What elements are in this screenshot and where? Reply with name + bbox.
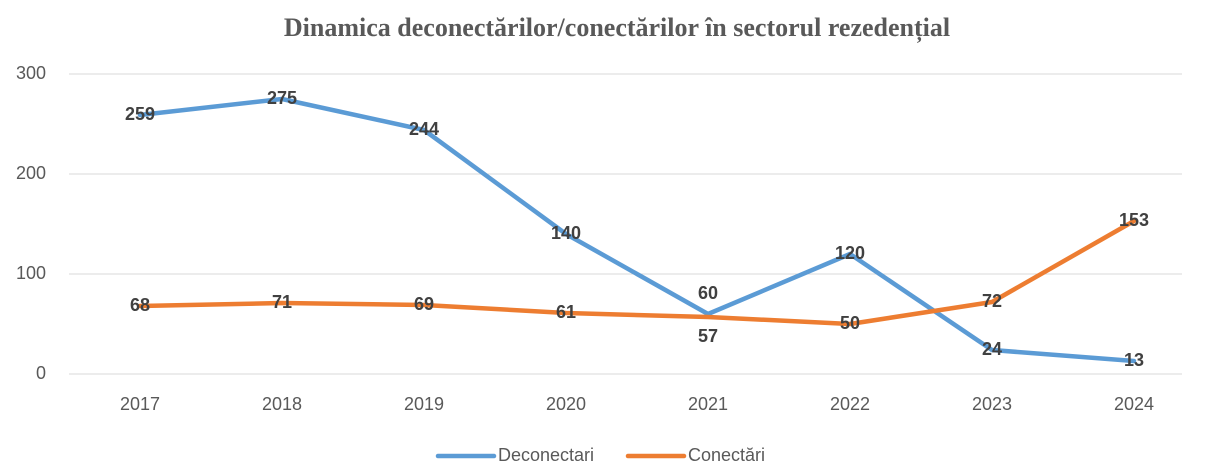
data-label: 69 (414, 294, 434, 314)
data-label: 71 (272, 292, 292, 312)
series-line (137, 218, 1137, 327)
x-tick-label: 2020 (546, 394, 586, 414)
data-label: 61 (556, 302, 576, 322)
data-label: 57 (698, 326, 718, 346)
legend-label: Conectări (688, 445, 765, 465)
data-label: 120 (835, 243, 865, 263)
data-label: 153 (1119, 210, 1149, 230)
data-label: 244 (409, 119, 439, 139)
data-label: 275 (267, 88, 297, 108)
y-tick-label: 300 (16, 63, 46, 83)
x-tick-label: 2018 (262, 394, 302, 414)
series-line (137, 96, 1137, 364)
x-tick-label: 2022 (830, 394, 870, 414)
x-tick-label: 2023 (972, 394, 1012, 414)
x-tick-label: 2017 (120, 394, 160, 414)
y-tick-label: 100 (16, 263, 46, 283)
x-tick-label: 2019 (404, 394, 444, 414)
legend-label: Deconectari (498, 445, 594, 465)
y-tick-label: 0 (36, 363, 46, 383)
x-tick-label: 2021 (688, 394, 728, 414)
data-label: 72 (982, 291, 1002, 311)
data-label: 140 (551, 223, 581, 243)
data-label: 68 (130, 295, 150, 315)
x-tick-label: 2024 (1114, 394, 1154, 414)
data-label: 24 (982, 339, 1002, 359)
data-label: 50 (840, 313, 860, 333)
data-label: 13 (1124, 350, 1144, 370)
chart-title: Dinamica deconectărilor/conectărilor în … (284, 13, 950, 43)
data-label: 259 (125, 104, 155, 124)
y-tick-label: 200 (16, 163, 46, 183)
data-label: 60 (698, 283, 718, 303)
